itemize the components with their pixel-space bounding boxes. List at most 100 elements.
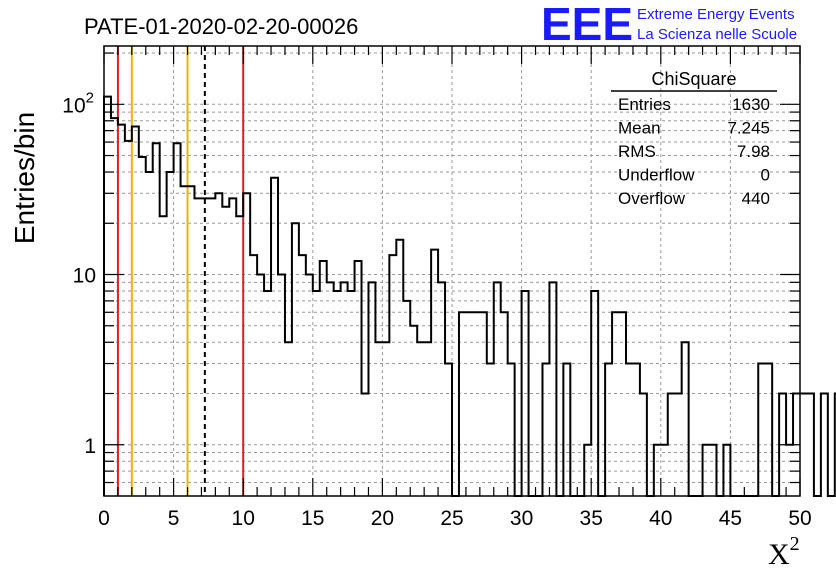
histogram-bin: [661, 445, 668, 496]
histogram-bin: [424, 342, 431, 496]
y-tick-label: 102: [62, 89, 94, 117]
histogram-bin: [508, 364, 515, 496]
histogram-bin: [236, 216, 243, 496]
x-tick-label: 30: [510, 507, 533, 530]
histogram-bin: [445, 364, 452, 496]
stats-label: Overflow: [618, 189, 686, 208]
histogram-bin: [417, 342, 424, 496]
y-tick-labels: 1 10 102: [62, 89, 96, 457]
histogram-bin: [125, 141, 132, 496]
histogram-bin: [208, 198, 215, 496]
x-tick-label: 20: [371, 507, 394, 530]
histogram-bin: [466, 312, 473, 496]
histogram-bin: [563, 364, 570, 496]
stats-label: RMS: [618, 142, 656, 161]
histogram-bin: [160, 216, 167, 496]
histogram-bin: [313, 291, 320, 496]
x-tick-label: 0: [98, 507, 110, 530]
histogram: [103, 95, 836, 497]
histogram-bin: [542, 364, 549, 496]
histogram-bin: [410, 326, 417, 496]
histogram-bin: [132, 127, 139, 496]
histogram-bin: [111, 118, 118, 496]
histogram-outline: [103, 95, 836, 497]
x-tick-label: 40: [649, 507, 672, 530]
stats-box: ChiSquare Entries 1630 Mean 7.245 RMS 7.98 Und…: [611, 69, 777, 208]
x-tick-label: 5: [168, 507, 180, 530]
histogram-bin: [222, 207, 229, 496]
x-axis-label-base: X: [768, 538, 790, 571]
histogram-bin: [375, 342, 382, 496]
stats-value: 7.98: [737, 142, 770, 161]
histogram-bin: [584, 445, 591, 496]
x-tick-label: 25: [440, 507, 463, 530]
histogram-bin: [146, 172, 153, 496]
histogram-bin: [473, 312, 480, 496]
histogram-bin: [229, 198, 236, 496]
eee-logo-mark: EEE: [541, 0, 633, 50]
histogram-bin: [174, 143, 181, 496]
histogram-bin: [167, 172, 174, 496]
y-tick-label: 1: [84, 435, 96, 458]
y-axis-label: Entries/bin: [9, 112, 40, 244]
histogram-bin: [633, 364, 640, 496]
histogram-bin: [341, 282, 348, 496]
histogram-bin: [675, 394, 682, 496]
stats-label: Entries: [618, 95, 671, 114]
reference-lines: [116, 46, 245, 496]
eee-logo-line1: Extreme Energy Events: [637, 6, 795, 23]
y-tick-label: 10: [73, 265, 96, 288]
histogram-bin: [250, 255, 257, 496]
stats-rows: Entries 1630 Mean 7.245 RMS 7.98 Underflow 0 Ove…: [618, 95, 770, 208]
eee-logo-line2: La Scienza nelle Scuole: [637, 26, 797, 43]
histogram-bin: [292, 223, 299, 496]
histogram-bin: [807, 394, 814, 496]
stats-value: 440: [742, 189, 770, 208]
histogram-bin: [549, 282, 556, 496]
histogram-bin: [480, 312, 487, 496]
histogram-bin: [487, 364, 494, 496]
x-tick-label: 45: [719, 507, 742, 530]
histogram-bin: [299, 255, 306, 496]
histogram-bin: [215, 193, 222, 496]
histogram-bin: [243, 193, 250, 496]
histogram-bin: [188, 186, 195, 496]
x-tick-labels: 0 5 10 15 20 25 30 35 40 45 50: [98, 507, 812, 530]
histogram-bin: [382, 342, 389, 496]
histogram-bin: [723, 445, 730, 496]
histogram-bin: [821, 394, 828, 496]
histogram-bin: [640, 394, 647, 496]
x-tick-label: 10: [232, 507, 255, 530]
histogram-bin: [257, 275, 264, 496]
histogram-bin: [362, 394, 369, 496]
histogram-bin: [181, 186, 188, 496]
histogram-bin: [403, 301, 410, 496]
histogram-bin: [682, 342, 689, 496]
eee-logo: EEE Extreme Energy Events La Scienza nel…: [541, 0, 797, 50]
stats-label: Mean: [618, 119, 661, 138]
x-tick-label: 50: [788, 507, 811, 530]
histogram-bin: [118, 125, 125, 496]
histogram-bin: [459, 312, 466, 496]
stats-title: ChiSquare: [651, 69, 736, 89]
histogram-bin: [139, 157, 146, 496]
histogram-bin: [605, 364, 612, 496]
histogram-bin: [306, 275, 313, 496]
histogram-bin: [668, 394, 675, 496]
histogram-bin: [396, 240, 403, 496]
stats-value: 7.245: [727, 119, 770, 138]
histogram-bin: [758, 364, 765, 496]
histogram-bin: [334, 291, 341, 496]
histogram-bin: [591, 291, 598, 496]
histogram-bin: [501, 312, 508, 496]
histogram-bin: [800, 394, 807, 496]
histogram-bin: [104, 97, 111, 496]
histogram-bin: [710, 445, 717, 496]
histogram-bin: [431, 250, 438, 496]
histogram-bin: [320, 261, 327, 496]
chart-title: PATE-01-2020-02-20-00026: [84, 14, 358, 39]
histogram-bin: [765, 364, 772, 496]
histogram-bin: [626, 364, 633, 496]
histogram-bin: [494, 282, 501, 496]
